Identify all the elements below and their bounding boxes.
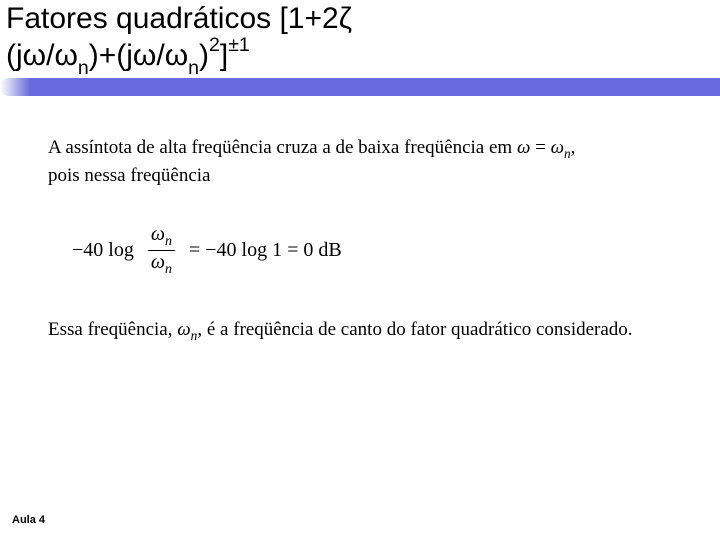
- eqfdom: ω: [151, 251, 165, 273]
- eq-frac-num: ωn: [148, 224, 175, 251]
- t2n2: n: [188, 57, 199, 79]
- t2d: ]: [220, 39, 228, 72]
- t2s2: /: [156, 39, 164, 72]
- t2om1: ω: [23, 39, 46, 72]
- p2b: , é a freqüência de canto do fator quadr…: [197, 319, 632, 340]
- t2c: ): [199, 39, 209, 72]
- t2om4: ω: [165, 39, 188, 72]
- underline-solid: [30, 78, 720, 96]
- p1a: A assíntota de alta freqüência cruza a d…: [48, 137, 517, 158]
- t2sq: 2: [209, 34, 220, 56]
- eq-rhs: = −40 log 1 = 0 dB: [189, 237, 342, 264]
- eqfnom: ω: [151, 223, 165, 245]
- p1n: n: [564, 146, 571, 161]
- title-line2: (jω/ωn)+(jω/ωn)2]±1: [6, 39, 250, 72]
- p1line2: pois nessa freqüência: [48, 165, 211, 186]
- eq-lhs: −40 log: [72, 237, 134, 264]
- slide: Fatores quadráticos [1+2ζ (jω/ωn)+(jω/ωn…: [0, 0, 720, 540]
- t2om3: ω: [133, 39, 156, 72]
- eq-fraction: ωn ωn: [148, 224, 175, 277]
- zeta-symbol: ζ: [339, 2, 352, 35]
- t2b: )+(j: [89, 39, 133, 72]
- footer-label: Aula 4: [12, 514, 45, 526]
- p2a: Essa freqüência,: [48, 319, 177, 340]
- title-line1-text: Fatores quadráticos [1+2: [6, 2, 339, 35]
- t2om2: ω: [54, 39, 77, 72]
- p1b: ,: [571, 137, 576, 158]
- eqfdn: n: [165, 262, 172, 277]
- p1eq: =: [530, 137, 550, 158]
- slide-title: Fatores quadráticos [1+2ζ (jω/ωn)+(jω/ωn…: [6, 2, 714, 77]
- equation: −40 log ωn ωn = −40 log 1 = 0 dB: [72, 224, 690, 277]
- p2om: ω: [177, 319, 190, 340]
- underline-gradient: [0, 78, 30, 96]
- eq-frac-den: ωn: [148, 251, 175, 277]
- p1om2: ω: [551, 137, 564, 158]
- paragraph-1: A assíntota de alta freqüência cruza a d…: [48, 135, 690, 188]
- t2a: (j: [6, 39, 23, 72]
- title-underline: [0, 78, 720, 96]
- body: A assíntota de alta freqüência cruza a d…: [48, 135, 690, 345]
- paragraph-2: Essa freqüência, ωn, é a freqüência de c…: [48, 317, 690, 345]
- eqfnn: n: [165, 234, 172, 249]
- t2pm1: ±1: [228, 34, 250, 56]
- p1om: ω: [517, 137, 530, 158]
- t2n1: n: [78, 57, 89, 79]
